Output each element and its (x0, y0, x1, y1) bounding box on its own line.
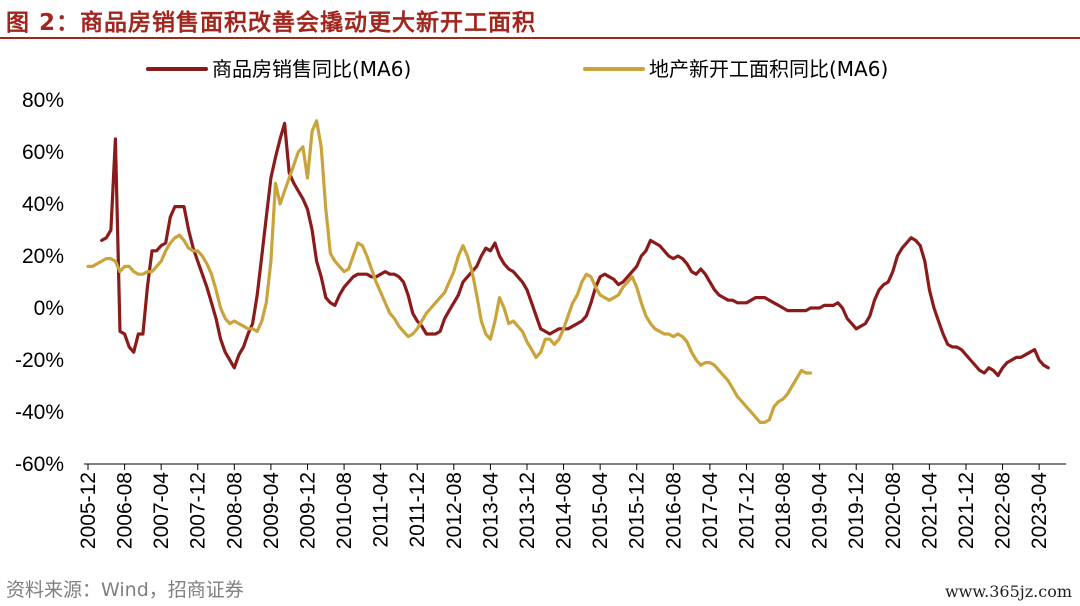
source-note: 资料来源：Wind，招商证券 (6, 579, 244, 601)
chart-title: 图 2：商品房销售面积改善会撬动更大新开工面积 (6, 10, 537, 36)
x-tick-label: 2019-04 (809, 472, 832, 549)
series-line-starts (86, 119, 813, 424)
x-tick-label: 2008-08 (223, 472, 246, 549)
x-tick-label: 2013-04 (479, 472, 502, 549)
x-axis: 2005-12 2006-08 2007-04 2007-12 2008-08 2009-… (77, 464, 1051, 549)
x-tick-label: 2015-12 (626, 472, 649, 549)
x-tick-label: 2015-04 (589, 472, 612, 549)
x-tick-label: 2020-08 (882, 472, 905, 549)
y-tick-label: -60% (15, 453, 64, 476)
x-tick-label: 2018-08 (772, 472, 795, 549)
x-tick-label: 2006-08 (114, 472, 137, 549)
x-tick-label: 2007-12 (187, 472, 210, 549)
y-tick-label: 60% (22, 141, 64, 164)
x-tick-label: 2021-04 (918, 472, 941, 549)
x-tick-label: 2017-04 (699, 472, 722, 549)
x-tick-label: 2023-04 (1028, 472, 1051, 549)
x-tick-label: 2012-08 (443, 472, 466, 549)
x-tick-label: 2011-04 (370, 472, 393, 548)
y-tick-label: 80% (22, 89, 64, 112)
series-layer (86, 119, 1050, 424)
x-tick-label: 2014-08 (553, 472, 576, 549)
y-tick-label: -40% (15, 401, 64, 424)
legend-label-starts: 地产新开工面积同比(MA6) (649, 57, 888, 81)
title-divider (0, 37, 1080, 39)
x-tick-label: 2005-12 (77, 472, 100, 549)
y-tick-label: 40% (22, 193, 64, 216)
x-tick-label: 2022-08 (992, 472, 1015, 549)
x-tick-label: 2017-12 (735, 472, 758, 549)
x-tick-label: 2009-04 (260, 472, 283, 549)
y-tick-label: 20% (22, 245, 64, 268)
x-tick-label: 2011-12 (406, 472, 429, 548)
watermark: www.365jz.com (944, 582, 1072, 601)
y-axis: 80% 60% 40% 20% 0% -20% -40% -60% (15, 89, 64, 476)
y-tick-label: 0% (34, 297, 64, 320)
x-tick-label: 2016-08 (662, 472, 685, 549)
x-tick-label: 2019-12 (845, 472, 868, 549)
legend-label-sales: 商品房销售同比(MA6) (212, 57, 411, 81)
x-tick-label: 2009-12 (296, 472, 319, 549)
legend: 商品房销售同比(MA6) 地产新开工面积同比(MA6) (146, 57, 888, 81)
x-tick-label: 2007-04 (150, 472, 173, 549)
series-line-sales (100, 121, 1050, 378)
x-tick-label: 2021-12 (955, 472, 978, 549)
x-tick-label: 2013-12 (516, 472, 539, 549)
y-tick-label: -20% (15, 349, 64, 372)
x-tick-label: 2010-08 (333, 472, 356, 549)
